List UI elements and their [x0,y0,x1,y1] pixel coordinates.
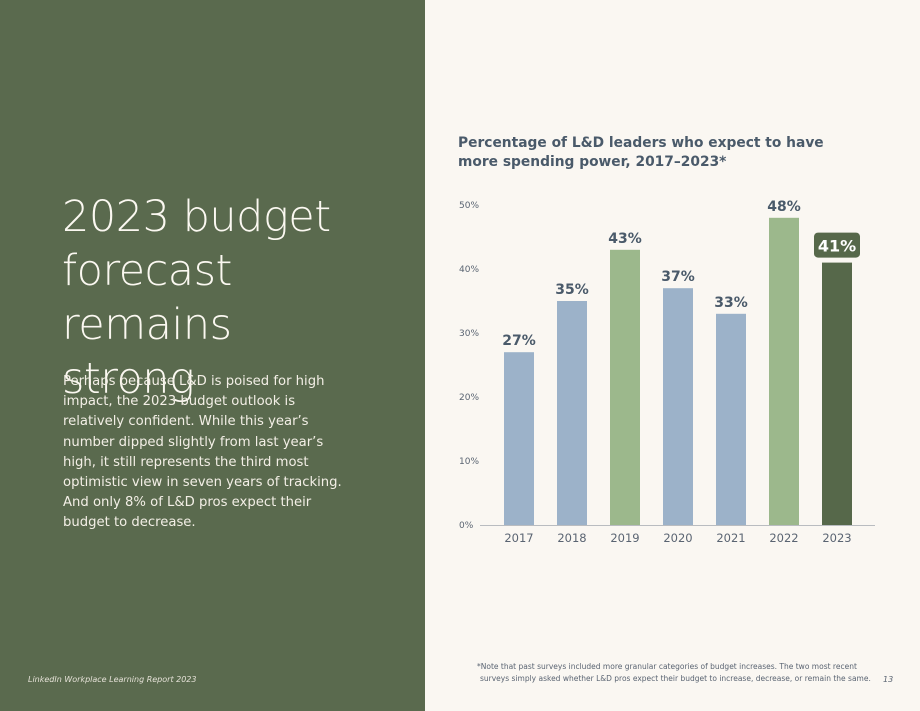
y-tick-label: 50% [459,201,479,211]
data-label: 41% [818,237,856,256]
chart-title: Percentage of L&D leaders who expect to … [458,135,824,170]
value-label-badge [814,232,860,258]
x-tick-label: 2017 [504,531,533,545]
bar-2018 [557,301,587,525]
y-tick-label: 20% [459,393,479,403]
report-name: LinkedIn Workplace Learning Report 2023 [28,675,197,684]
headline-line-1: 2023 budget [62,192,331,242]
x-tick-label: 2019 [610,531,639,545]
footnote-line-2: surveys simply asked whether L&D pros ex… [480,673,871,683]
y-tick-label: 40% [459,265,479,275]
x-tick-label: 2022 [769,531,798,545]
headline-line-2: forecast remains [62,246,232,350]
data-label: 37% [661,269,695,285]
headline: 2023 budget forecast remains strong [62,190,412,406]
x-tick-label: 2021 [716,531,745,545]
left-panel [0,0,425,711]
data-label: 33% [714,295,748,311]
x-tick-label: 2023 [822,531,851,545]
data-label: 48% [767,199,801,215]
page-number: 13 [883,675,894,684]
body-paragraph: Perhaps because L&D is poised for high i… [63,374,342,531]
headline-line-3: strong [62,354,195,404]
x-tick-label: 2020 [663,531,692,545]
bar-2017 [504,352,534,525]
y-tick-label: 10% [459,457,479,467]
y-tick-label: 30% [459,329,479,339]
bar-2023 [822,262,852,525]
bar-2019 [610,249,640,526]
data-label: 27% [502,333,536,349]
data-label: 43% [608,231,642,247]
footnote-line-1: *Note that past surveys included more gr… [477,662,857,671]
y-tick-label: 0% [459,521,474,531]
footnote: *Note that past surveys included more gr… [477,661,877,684]
bar-2022 [769,217,799,526]
data-label: 35% [555,282,589,298]
bar-2021 [716,313,746,525]
x-tick-label: 2018 [557,531,586,545]
bar-2020 [663,288,693,525]
